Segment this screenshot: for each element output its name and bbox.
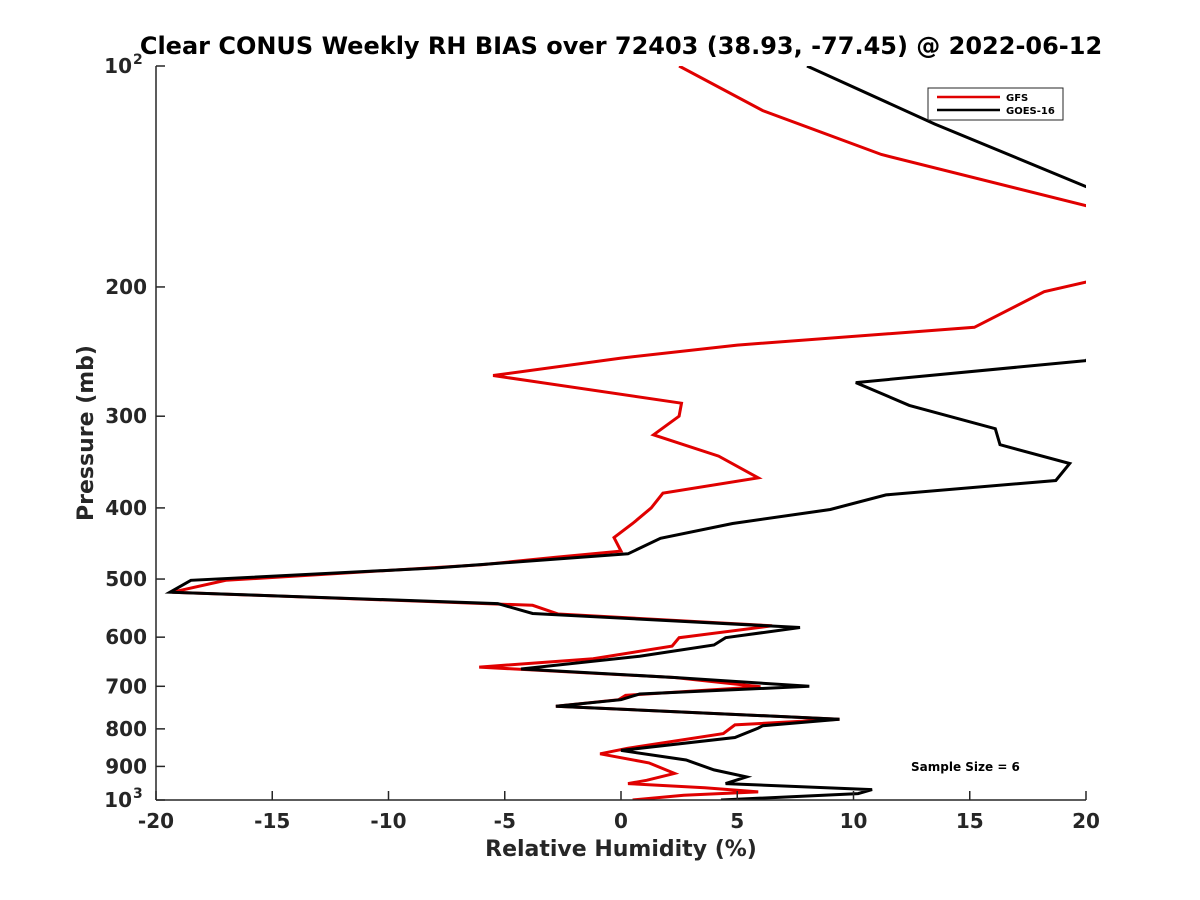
- y-tick-exponent: 2: [133, 52, 143, 68]
- legend: GFS GOES-16: [927, 87, 1064, 121]
- y-tick-exponent: 3: [133, 786, 143, 802]
- x-axis-label: Relative Humidity (%): [485, 837, 757, 862]
- legend-label-gfs: GFS: [1006, 93, 1028, 104]
- axes-frame: [155, 66, 1086, 801]
- series-line-goes-16: [164, 66, 1086, 800]
- y-tick-label: 700: [105, 674, 147, 698]
- x-tick-label: -15: [254, 809, 290, 833]
- x-tick-label: 10: [840, 809, 868, 833]
- y-tick-label: 300: [105, 404, 147, 428]
- y-tick-label: 900: [105, 754, 147, 778]
- y-tick-label: 500: [105, 567, 147, 591]
- y-tick-label: 400: [105, 496, 147, 520]
- legend-box: [927, 87, 1064, 121]
- sample-size-annotation: Sample Size = 6: [911, 760, 1020, 774]
- y-tick-label: 10: [104, 788, 132, 812]
- y-axis-label: Pressure (mb): [74, 345, 99, 521]
- x-tick-label: 0: [614, 809, 628, 833]
- y-tick-label: 200: [105, 275, 147, 299]
- y-tick-label: 800: [105, 717, 147, 741]
- x-tick-label: -10: [370, 809, 406, 833]
- x-ticks: -20 -15 -10 -5 0 5 10 15 20: [138, 791, 1100, 833]
- x-tick-label: 20: [1072, 809, 1100, 833]
- x-tick-label: 15: [956, 809, 984, 833]
- x-tick-label: -20: [138, 809, 174, 833]
- series-line-gfs: [171, 66, 1086, 800]
- chart-title: Clear CONUS Weekly RH BIAS over 72403 (3…: [140, 32, 1102, 60]
- legend-label-goes16: GOES-16: [1006, 106, 1055, 117]
- x-tick-label: 5: [730, 809, 744, 833]
- y-tick-label: 600: [105, 625, 147, 649]
- series-layer: [164, 66, 1086, 800]
- x-tick-label: -5: [494, 809, 516, 833]
- y-tick-label: 10: [104, 54, 132, 78]
